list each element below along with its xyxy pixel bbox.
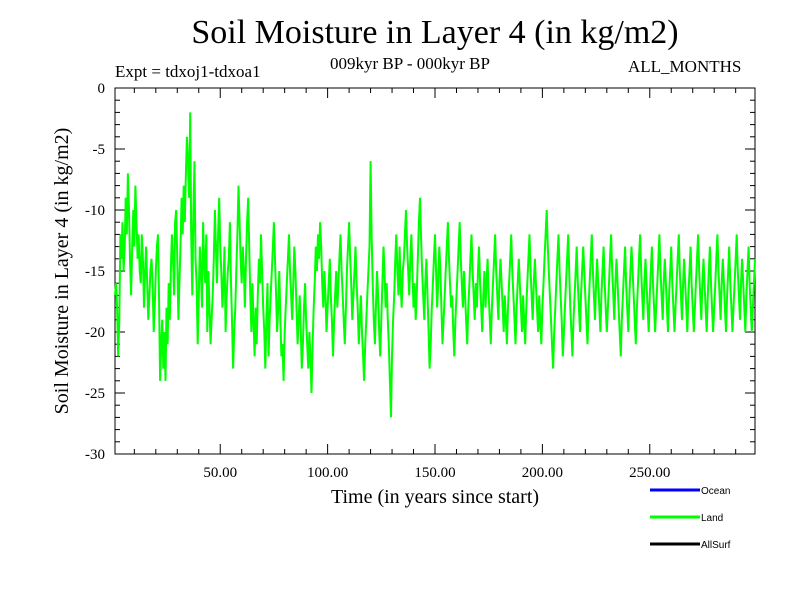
x-tick-label: 200.00 [522,465,563,481]
y-tick-label: -10 [85,203,105,219]
chart-subtitle: 009kyr BP - 000kyr BP [330,54,490,73]
plot-frame [114,87,756,455]
x-tick-label: 250.00 [629,465,670,481]
series-land-line [114,112,756,418]
x-tick-label: 100.00 [307,465,348,481]
legend: Ocean Land AllSurf [650,486,731,551]
axes: 0 -5 -10 -15 -20 -25 -30 50.00 100.00 150.00 200.0… [85,81,755,481]
y-tick-label: -5 [93,142,106,158]
period-label: ALL_MONTHS [628,57,742,76]
x-tick-label: 50.00 [203,465,237,481]
x-axis-label: Time (in years since start) [331,486,539,508]
x-tick-label: 150.00 [414,465,455,481]
legend-label-ocean: Ocean [701,486,730,497]
y-tick-label: -15 [85,264,105,280]
y-tick-label: -30 [85,447,105,463]
y-tick-label: -20 [85,325,105,341]
y-tick-label: 0 [98,81,106,97]
y-tick-label: -25 [85,386,105,402]
y-axis-label: Soil Moisture in Layer 4 (in kg/m2) [51,128,73,415]
chart-title: Soil Moisture in Layer 4 (in kg/m2) [191,14,679,51]
legend-label-land: Land [701,513,723,524]
legend-label-allsurf: AllSurf [701,540,731,551]
experiment-label: Expt = tdxoj1-tdxoa1 [115,62,261,81]
